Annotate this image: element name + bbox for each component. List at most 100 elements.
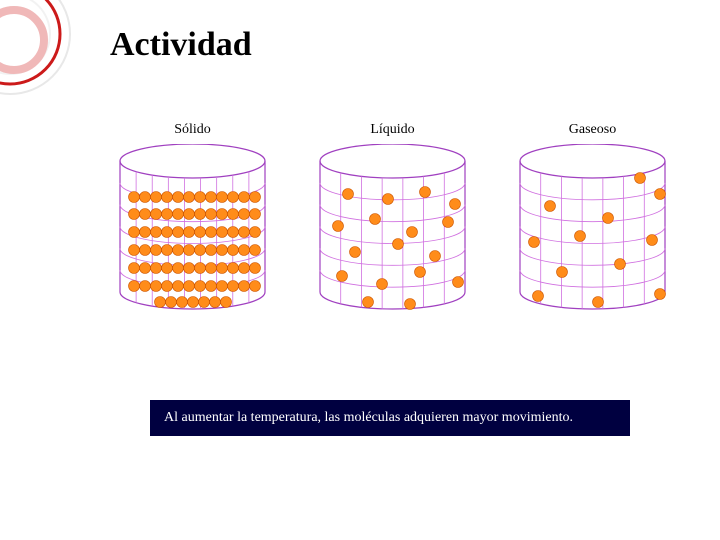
particle <box>453 277 464 288</box>
particle <box>420 187 431 198</box>
particle <box>239 227 250 238</box>
particle <box>184 245 195 256</box>
particle <box>405 299 416 310</box>
particle <box>206 209 217 220</box>
particle <box>350 247 361 258</box>
particle <box>195 281 206 292</box>
particle <box>228 209 239 220</box>
particle <box>228 227 239 238</box>
particle <box>239 263 250 274</box>
particle <box>228 245 239 256</box>
particle <box>151 209 162 220</box>
particle <box>337 271 348 282</box>
particle <box>250 281 261 292</box>
particle <box>162 281 173 292</box>
particle <box>151 192 162 203</box>
particle <box>162 245 173 256</box>
particle <box>593 297 604 308</box>
particle <box>430 251 441 262</box>
slide: Actividad Sólido Líquido Gaseoso Al aument… <box>0 0 720 540</box>
particle <box>217 209 228 220</box>
particle <box>545 201 556 212</box>
particle <box>173 245 184 256</box>
particle <box>217 245 228 256</box>
particle <box>155 297 166 308</box>
particle <box>206 281 217 292</box>
particle <box>184 263 195 274</box>
particle <box>206 263 217 274</box>
particle <box>250 245 261 256</box>
particle <box>393 239 404 250</box>
cylinder-svg <box>114 144 271 329</box>
particle <box>221 297 232 308</box>
particle <box>217 281 228 292</box>
particle <box>415 267 426 278</box>
particle <box>217 227 228 238</box>
particle <box>184 209 195 220</box>
particle <box>343 189 354 200</box>
particle <box>162 227 173 238</box>
particle <box>173 263 184 274</box>
particle <box>533 291 544 302</box>
particle <box>239 281 250 292</box>
particle <box>655 189 666 200</box>
particle <box>162 263 173 274</box>
particle <box>210 297 221 308</box>
particle <box>635 173 646 184</box>
particle <box>177 297 188 308</box>
particle <box>377 279 388 290</box>
particle <box>333 221 344 232</box>
particle <box>217 263 228 274</box>
particle <box>129 192 140 203</box>
particle <box>557 267 568 278</box>
particle <box>363 297 374 308</box>
particle <box>140 245 151 256</box>
particle <box>140 227 151 238</box>
particle <box>173 227 184 238</box>
particle <box>206 192 217 203</box>
cylinder-label: Gaseoso <box>520 122 665 138</box>
cylinder-label: Líquido <box>320 122 465 138</box>
caption-text: Al aumentar la temperatura, las molécula… <box>164 410 573 425</box>
page-title: Actividad <box>110 26 252 64</box>
particle <box>151 281 162 292</box>
particle <box>250 192 261 203</box>
particle <box>239 245 250 256</box>
particle <box>450 199 461 210</box>
particle <box>162 192 173 203</box>
particle <box>250 263 261 274</box>
particle <box>166 297 177 308</box>
particle <box>129 227 140 238</box>
particle <box>129 245 140 256</box>
caption-box: Al aumentar la temperatura, las molécula… <box>150 400 630 436</box>
particle <box>151 227 162 238</box>
cylinder-label: Sólido <box>120 122 265 138</box>
particle <box>188 297 199 308</box>
particle <box>195 209 206 220</box>
particle <box>383 194 394 205</box>
particle <box>239 209 250 220</box>
cylinder-líquido: Líquido <box>320 130 465 325</box>
particle <box>370 214 381 225</box>
particle <box>217 192 228 203</box>
particle <box>206 227 217 238</box>
particle <box>407 227 418 238</box>
particle <box>129 209 140 220</box>
particle <box>129 281 140 292</box>
particle <box>239 192 250 203</box>
particle <box>443 217 454 228</box>
particle <box>129 263 140 274</box>
particle <box>162 209 173 220</box>
particle <box>140 192 151 203</box>
cylinder-svg <box>314 144 471 329</box>
particle <box>184 281 195 292</box>
cylinder-svg <box>514 144 671 329</box>
particle <box>195 192 206 203</box>
cylinder-sólido: Sólido <box>120 130 265 325</box>
particle <box>228 263 239 274</box>
particle <box>603 213 614 224</box>
particle <box>151 263 162 274</box>
particle <box>140 209 151 220</box>
particle <box>529 237 540 248</box>
particle <box>199 297 210 308</box>
